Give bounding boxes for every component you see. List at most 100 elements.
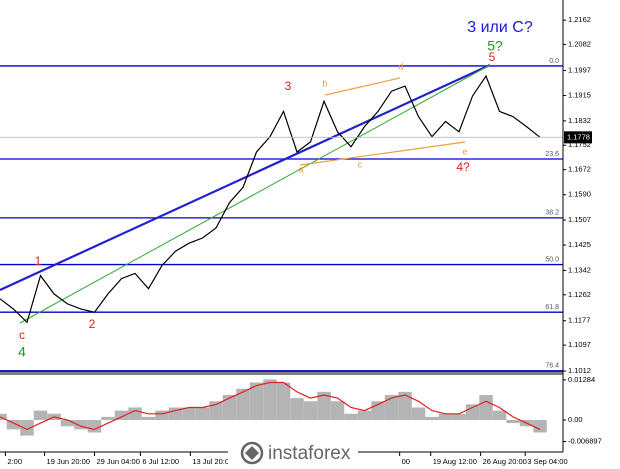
osc-bar: [276, 382, 291, 420]
osc-bar: [465, 404, 480, 420]
y-tick-label: 1.1177: [568, 316, 590, 325]
x-tick-label: 3 Sep 04:00: [527, 457, 567, 466]
osc-bar: [263, 379, 277, 420]
wave-label: 3: [285, 79, 292, 93]
axes: 1.1778 1.2162 1.2082 1.1997 1.1915 1.1832 1.17…: [4, 15, 602, 466]
osc-bar: [452, 413, 466, 420]
wave-label: e: [462, 146, 467, 156]
y-tick-label: 1.1507: [568, 215, 591, 224]
wave-label: 4?: [456, 160, 470, 174]
x-tick-label: 6 Jul 12:00: [142, 457, 179, 466]
osc-bar: [438, 413, 453, 420]
osc-bar: [0, 413, 7, 420]
osc-bar: [425, 416, 439, 420]
wave-label: 4: [18, 344, 26, 360]
osc-bar: [20, 420, 34, 436]
triangle-line: [299, 141, 466, 166]
osc-bar: [317, 391, 331, 420]
y-tick-label: 1.1672: [568, 165, 591, 174]
y-tick-label: 1.1012: [568, 366, 591, 375]
x-tick-label: 2:00: [7, 457, 22, 466]
current-price-label: 1.1778: [567, 132, 590, 141]
price-plot: [0, 74, 563, 324]
osc-bar: [357, 410, 372, 420]
osc-bar: [101, 416, 115, 420]
osc-bar: [492, 410, 507, 420]
y-tick-label: 1.1097: [568, 340, 591, 349]
wave-label: c: [358, 159, 363, 169]
trend-line: [19, 64, 491, 324]
osc-bar: [87, 420, 102, 433]
wave-label: 3 или С?: [467, 19, 533, 36]
wave-label: 5?: [487, 38, 503, 54]
x-tick-label: 13 Jul 20:00: [192, 457, 233, 466]
fib-level-label: 50.0: [545, 256, 559, 263]
price-line: [0, 74, 541, 324]
osc-bar: [533, 420, 547, 433]
osc-bar: [128, 407, 142, 420]
y-tick-label: 1.1997: [568, 65, 591, 74]
x-tick-label: 00: [402, 457, 410, 466]
oscillator: [0, 379, 547, 436]
fib-level-label: 76.4: [545, 363, 559, 370]
y-tick-label: 1.1915: [568, 91, 591, 100]
wave-label: 5: [489, 50, 496, 64]
osc-bar: [114, 410, 129, 420]
osc-y-tick-label: 0.01284: [568, 375, 595, 384]
wave-label: 2: [89, 317, 96, 331]
osc-signal: [0, 381, 541, 431]
y-tick-label: 1.1262: [568, 290, 591, 299]
logo: instaforex: [228, 440, 358, 469]
osc-y-tick-label: 0.00: [568, 415, 583, 424]
y-tick-label: 1.2082: [568, 40, 591, 49]
fib-level-label: 61.8: [545, 304, 559, 311]
osc-bar: [506, 420, 520, 424]
wave-label: 1: [35, 254, 42, 268]
osc-bar: [168, 407, 183, 420]
y-tick-label: 1.1590: [568, 190, 591, 199]
y-tick-label: 1.1832: [568, 116, 591, 125]
fib-level-label: 0.0: [549, 58, 559, 65]
watermark: instaforex: [268, 443, 351, 464]
x-tick-label: 19 Jun 20:00: [47, 457, 90, 466]
osc-bar: [182, 407, 196, 420]
osc-bar: [290, 398, 304, 420]
osc-bar: [384, 395, 399, 420]
fib-level-label: 38.2: [545, 210, 559, 217]
wave-label: a: [298, 164, 303, 174]
triangle-line: [324, 77, 401, 96]
wave-label: b: [322, 78, 327, 88]
x-tick-label: 29 Jun 04:00: [97, 457, 140, 466]
osc-bar: [155, 410, 169, 420]
osc-bar: [330, 401, 345, 420]
logo-icon: [245, 446, 259, 460]
osc-bar: [209, 401, 223, 420]
osc-y-tick-label: -0.006897: [568, 437, 602, 446]
x-tick-label: 26 Aug 20:00: [483, 457, 527, 466]
trend-line: [0, 64, 491, 291]
current-price-box: [564, 131, 592, 144]
osc-bar: [479, 395, 493, 420]
y-tick-label: 1.1752: [568, 140, 591, 149]
osc-bar: [236, 388, 250, 420]
osc-bar: [6, 420, 21, 430]
y-tick-label: 1.1342: [568, 265, 591, 274]
logo-icon: [240, 441, 264, 465]
x-tick-label: 19 Aug 12:00: [433, 457, 477, 466]
annotations: 3 или С? 5?5 3 1 2 c 4 4? b d a c e: [18, 19, 533, 359]
osc-bar: [74, 420, 88, 430]
osc-bar: [60, 420, 75, 427]
osc-bar: [33, 410, 48, 420]
y-tick-label: 1.2162: [568, 15, 591, 24]
wave-label: c: [19, 328, 25, 342]
wave-label: d: [398, 61, 403, 71]
fib-level-label: 23.6: [545, 151, 559, 158]
osc-bar: [249, 382, 264, 420]
osc-bar: [344, 413, 358, 420]
osc-bar: [141, 416, 156, 420]
osc-bar: [222, 395, 237, 420]
osc-bar: [411, 407, 426, 420]
osc-bar: [303, 401, 318, 420]
